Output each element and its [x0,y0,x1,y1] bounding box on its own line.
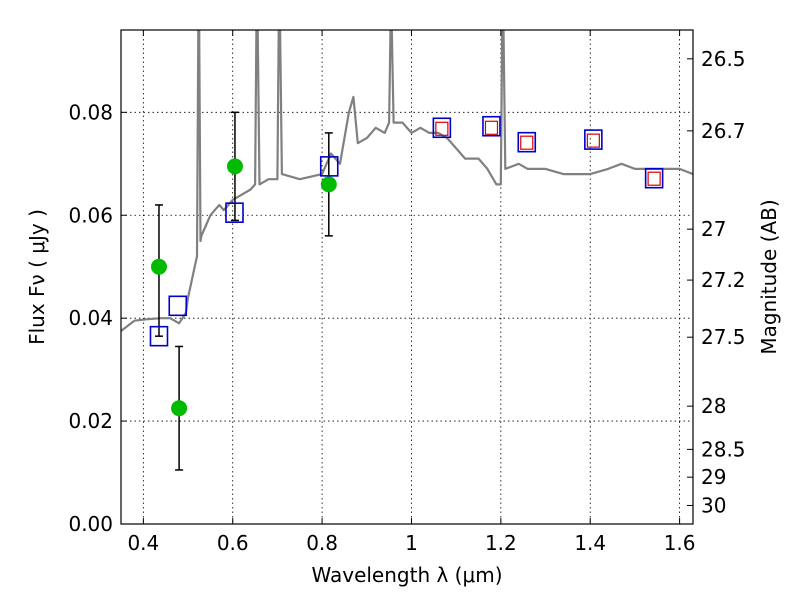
model-point [482,115,501,137]
y-tick-label: 0.02 [68,409,113,433]
model-point [149,325,169,347]
right-tick-label: 27 [701,217,726,241]
model-point [584,129,603,150]
y-tick-label: 0.04 [68,306,113,330]
right-tick-label: 26.7 [701,119,746,143]
model-point [517,131,537,153]
model-point [319,156,339,177]
x-axis-title: Wavelength λ (μm) [311,563,502,587]
observed-point [171,400,188,417]
points-layer [149,111,664,471]
x-tick-label: 1 [405,531,418,555]
right-tick-label: 27.2 [701,268,746,292]
spectrum-line [121,30,693,332]
model-point [225,202,244,223]
observed-point [226,158,243,175]
right-tick-label: 30 [701,493,726,517]
observed-point [320,176,337,193]
right-tick-label: 28 [701,394,726,418]
ir-point [586,133,600,148]
y-tick-label: 0.06 [68,203,113,227]
ticks [121,30,693,525]
x-tick-label: 0.6 [217,531,249,555]
right-tick-label: 28.5 [701,437,746,461]
tick-labels: 0.4 0.6 0.8 1 1.2 1.4 1.6 0.00 0.02 0.04 0.06 0.08 2… [68,47,745,555]
observed-point [150,258,167,275]
y-tick-label: 0.00 [68,512,113,536]
x-tick-label: 1.4 [574,531,606,555]
right-tick-label: 27.5 [701,325,746,349]
ir-point [435,121,449,136]
ir-point [484,120,499,135]
model-point [168,295,188,317]
x-tick-label: 1.2 [485,531,517,555]
model-point [432,117,452,139]
spectrum-layer [121,30,693,332]
y-axis-title: Flux Fν ( μJy ) [25,209,49,345]
ir-point [520,135,534,150]
x-tick-label: 0.4 [127,531,159,555]
y-tick-label: 0.08 [68,100,113,124]
x-tick-label: 0.8 [306,531,338,555]
plot-frame [120,29,694,525]
plot-background [121,30,693,524]
ir-point [647,171,661,186]
model-point [644,167,664,189]
right-tick-label: 26.5 [701,47,746,71]
right-axis-title: Magnitude (AB) [757,199,781,354]
right-tick-label: 29 [701,465,726,489]
x-tick-label: 1.6 [664,531,696,555]
